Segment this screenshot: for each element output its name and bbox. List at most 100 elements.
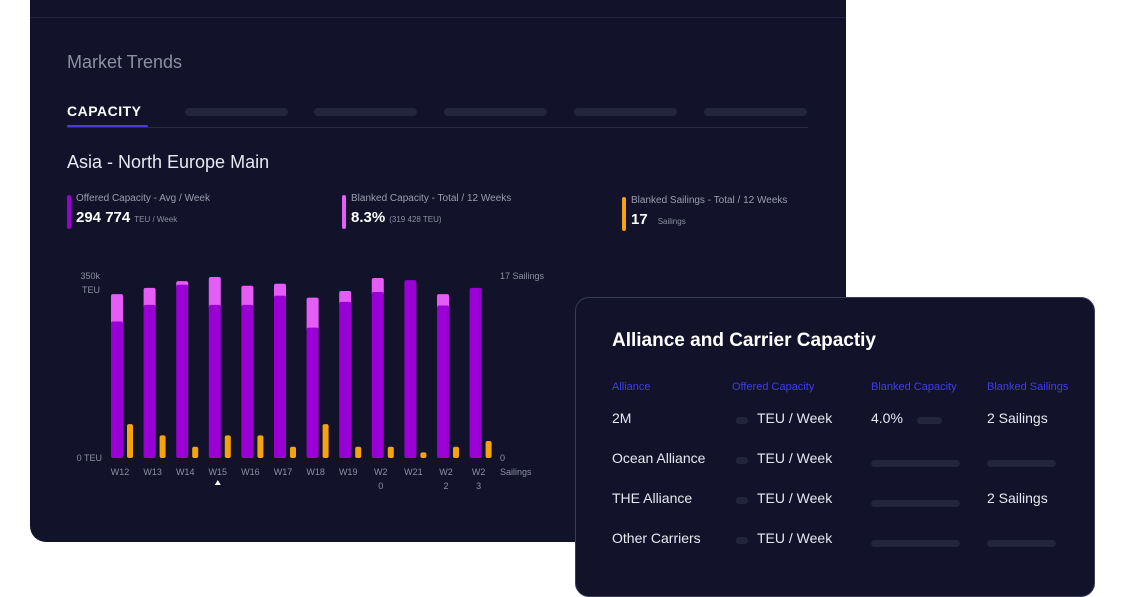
y-right-bottom-unit: Sailings bbox=[500, 467, 532, 477]
tab-placeholder[interactable] bbox=[704, 108, 807, 116]
kpi-value: 17 bbox=[631, 211, 648, 228]
blanked-sailings-bar[interactable] bbox=[420, 452, 427, 458]
blanked-sailings-bar[interactable] bbox=[127, 424, 133, 458]
kpi-offered-capacity: Offered Capacity - Avg / Week 294 774 TEU… bbox=[67, 193, 210, 229]
blanked-capacity-bar[interactable] bbox=[143, 287, 156, 309]
x-tick-label: W18 bbox=[306, 467, 325, 477]
blanked-sailings-bar[interactable] bbox=[355, 446, 362, 458]
kpi-value: 294 774 bbox=[76, 209, 131, 226]
skeleton-bar bbox=[871, 540, 960, 547]
x-tick-label: W21 bbox=[404, 467, 423, 477]
blanked-capacity-bar[interactable] bbox=[371, 278, 384, 296]
offered-capacity-bar[interactable] bbox=[469, 287, 482, 458]
skeleton-bar bbox=[871, 500, 960, 507]
blanked-sailings-bar[interactable] bbox=[485, 441, 492, 458]
x-tick-label: W12 bbox=[111, 467, 130, 477]
x-tick-label: 2 bbox=[443, 481, 448, 491]
kpi-color-bar bbox=[622, 197, 626, 231]
blanked-sailings-value: 2 Sailings bbox=[987, 410, 1048, 426]
blanked-sailings-bar[interactable] bbox=[159, 435, 166, 458]
alliance-name: 2M bbox=[612, 410, 632, 426]
blanked-sailings-bar[interactable] bbox=[192, 446, 199, 458]
x-tick-label: W13 bbox=[143, 467, 162, 477]
x-tick-label: W16 bbox=[241, 467, 260, 477]
x-tick-label: W2 bbox=[374, 467, 388, 477]
offered-unit: TEU / Week bbox=[757, 410, 833, 426]
y-left-top-label: 350k bbox=[80, 271, 100, 281]
alliance-name: Other Carriers bbox=[612, 530, 701, 546]
blanked-capacity-value: 4.0% bbox=[871, 410, 903, 426]
blanked-sailings-bar[interactable] bbox=[257, 435, 264, 458]
offered-capacity-bar[interactable] bbox=[241, 304, 254, 458]
col-header-alliance: Alliance bbox=[612, 381, 651, 393]
market-trends-card: Market Trends CAPACITY Asia - North Euro… bbox=[30, 0, 846, 542]
y-right-bottom-label: 0 bbox=[500, 453, 505, 463]
alliance-name: THE Alliance bbox=[612, 490, 693, 506]
x-tick-label: 3 bbox=[476, 481, 481, 491]
x-tick-label: W17 bbox=[274, 467, 293, 477]
blanked-capacity-bar[interactable] bbox=[306, 297, 319, 332]
tab-placeholder[interactable] bbox=[574, 108, 677, 116]
offered-unit: TEU / Week bbox=[757, 530, 833, 546]
blanked-sailings-bar[interactable] bbox=[290, 446, 296, 458]
kpi-unit: Sailings bbox=[657, 217, 686, 226]
route-title: Asia - North Europe Main bbox=[67, 152, 270, 172]
kpi-color-bar bbox=[67, 195, 71, 229]
offered-capacity-bar[interactable] bbox=[339, 301, 352, 458]
tab-placeholder[interactable] bbox=[185, 108, 288, 116]
kpi-blanked-sailings: Blanked Sailings - Total / 12 Weeks 17 Sa… bbox=[622, 195, 788, 231]
offered-capacity-bar[interactable] bbox=[371, 291, 384, 458]
section-title: Market Trends bbox=[67, 52, 183, 72]
offered-capacity-bar[interactable] bbox=[111, 321, 123, 458]
offered-capacity-bar[interactable] bbox=[437, 305, 449, 458]
x-tick-label: W2 bbox=[472, 467, 486, 477]
tab-placeholder[interactable] bbox=[444, 108, 547, 116]
offered-capacity-bar[interactable] bbox=[306, 327, 319, 458]
blanked-sailings-value: 2 Sailings bbox=[987, 490, 1048, 506]
alliance-name: Ocean Alliance bbox=[612, 450, 706, 466]
selected-week-marker-icon bbox=[214, 480, 221, 485]
col-header-offered: Offered Capacity bbox=[732, 381, 815, 393]
blanked-sailings-bar[interactable] bbox=[453, 446, 459, 458]
offered-capacity-bar[interactable] bbox=[274, 295, 286, 458]
offered-capacity-bar[interactable] bbox=[176, 284, 189, 458]
y-right-top-label: 17 Sailings bbox=[500, 271, 545, 281]
offered-capacity-bar[interactable] bbox=[143, 304, 156, 458]
x-tick-label: 0 bbox=[378, 481, 383, 491]
kpi-blanked-capacity: Blanked Capacity - Total / 12 Weeks 8.3%… bbox=[342, 193, 512, 229]
kpi-label: Blanked Sailings - Total / 12 Weeks bbox=[631, 195, 788, 206]
header-divider bbox=[30, 17, 846, 18]
tab-divider bbox=[67, 127, 808, 128]
y-left-top-unit: TEU bbox=[82, 285, 100, 295]
blanked-sailings-bar[interactable] bbox=[387, 446, 394, 458]
x-tick-label: W15 bbox=[209, 467, 228, 477]
y-left-bottom-label: 0 TEU bbox=[77, 453, 102, 463]
offered-value-placeholder bbox=[736, 417, 748, 424]
tab-capacity[interactable]: CAPACITY bbox=[67, 103, 142, 119]
kpi-label: Blanked Capacity - Total / 12 Weeks bbox=[351, 193, 512, 204]
blanked-capacity-bar[interactable] bbox=[208, 277, 221, 309]
skeleton-bar bbox=[987, 460, 1056, 467]
offered-unit: TEU / Week bbox=[757, 490, 833, 506]
blanked-sailings-bar[interactable] bbox=[322, 424, 329, 458]
tab-placeholder[interactable] bbox=[314, 108, 417, 116]
offered-capacity-bar[interactable] bbox=[404, 280, 417, 458]
kpi-label: Offered Capacity - Avg / Week bbox=[76, 193, 210, 204]
x-tick-label: W2 bbox=[439, 467, 453, 477]
skeleton-bar bbox=[987, 540, 1056, 547]
offered-unit: TEU / Week bbox=[757, 450, 833, 466]
kpi-value: 8.3% bbox=[351, 209, 386, 226]
capacity-chart: 350k TEU 0 TEU 17 Sailings 0 Sailings W1… bbox=[77, 271, 545, 491]
blanked-capacity-bar[interactable] bbox=[111, 294, 123, 326]
active-tab-indicator bbox=[67, 125, 148, 128]
col-header-blanked-sailings: Blanked Sailings bbox=[987, 381, 1069, 393]
blanked-capacity-bar[interactable] bbox=[241, 285, 254, 309]
kpi-unit: TEU / Week bbox=[134, 215, 178, 224]
offered-value-placeholder bbox=[736, 457, 748, 464]
offered-capacity-bar[interactable] bbox=[208, 304, 221, 458]
blanked-sailings-bar[interactable] bbox=[224, 435, 231, 458]
skeleton-bar bbox=[871, 460, 960, 467]
skeleton-bar bbox=[917, 417, 942, 424]
alliance-card-title: Alliance and Carrier Capactiy bbox=[612, 330, 876, 351]
offered-value-placeholder bbox=[736, 497, 748, 504]
